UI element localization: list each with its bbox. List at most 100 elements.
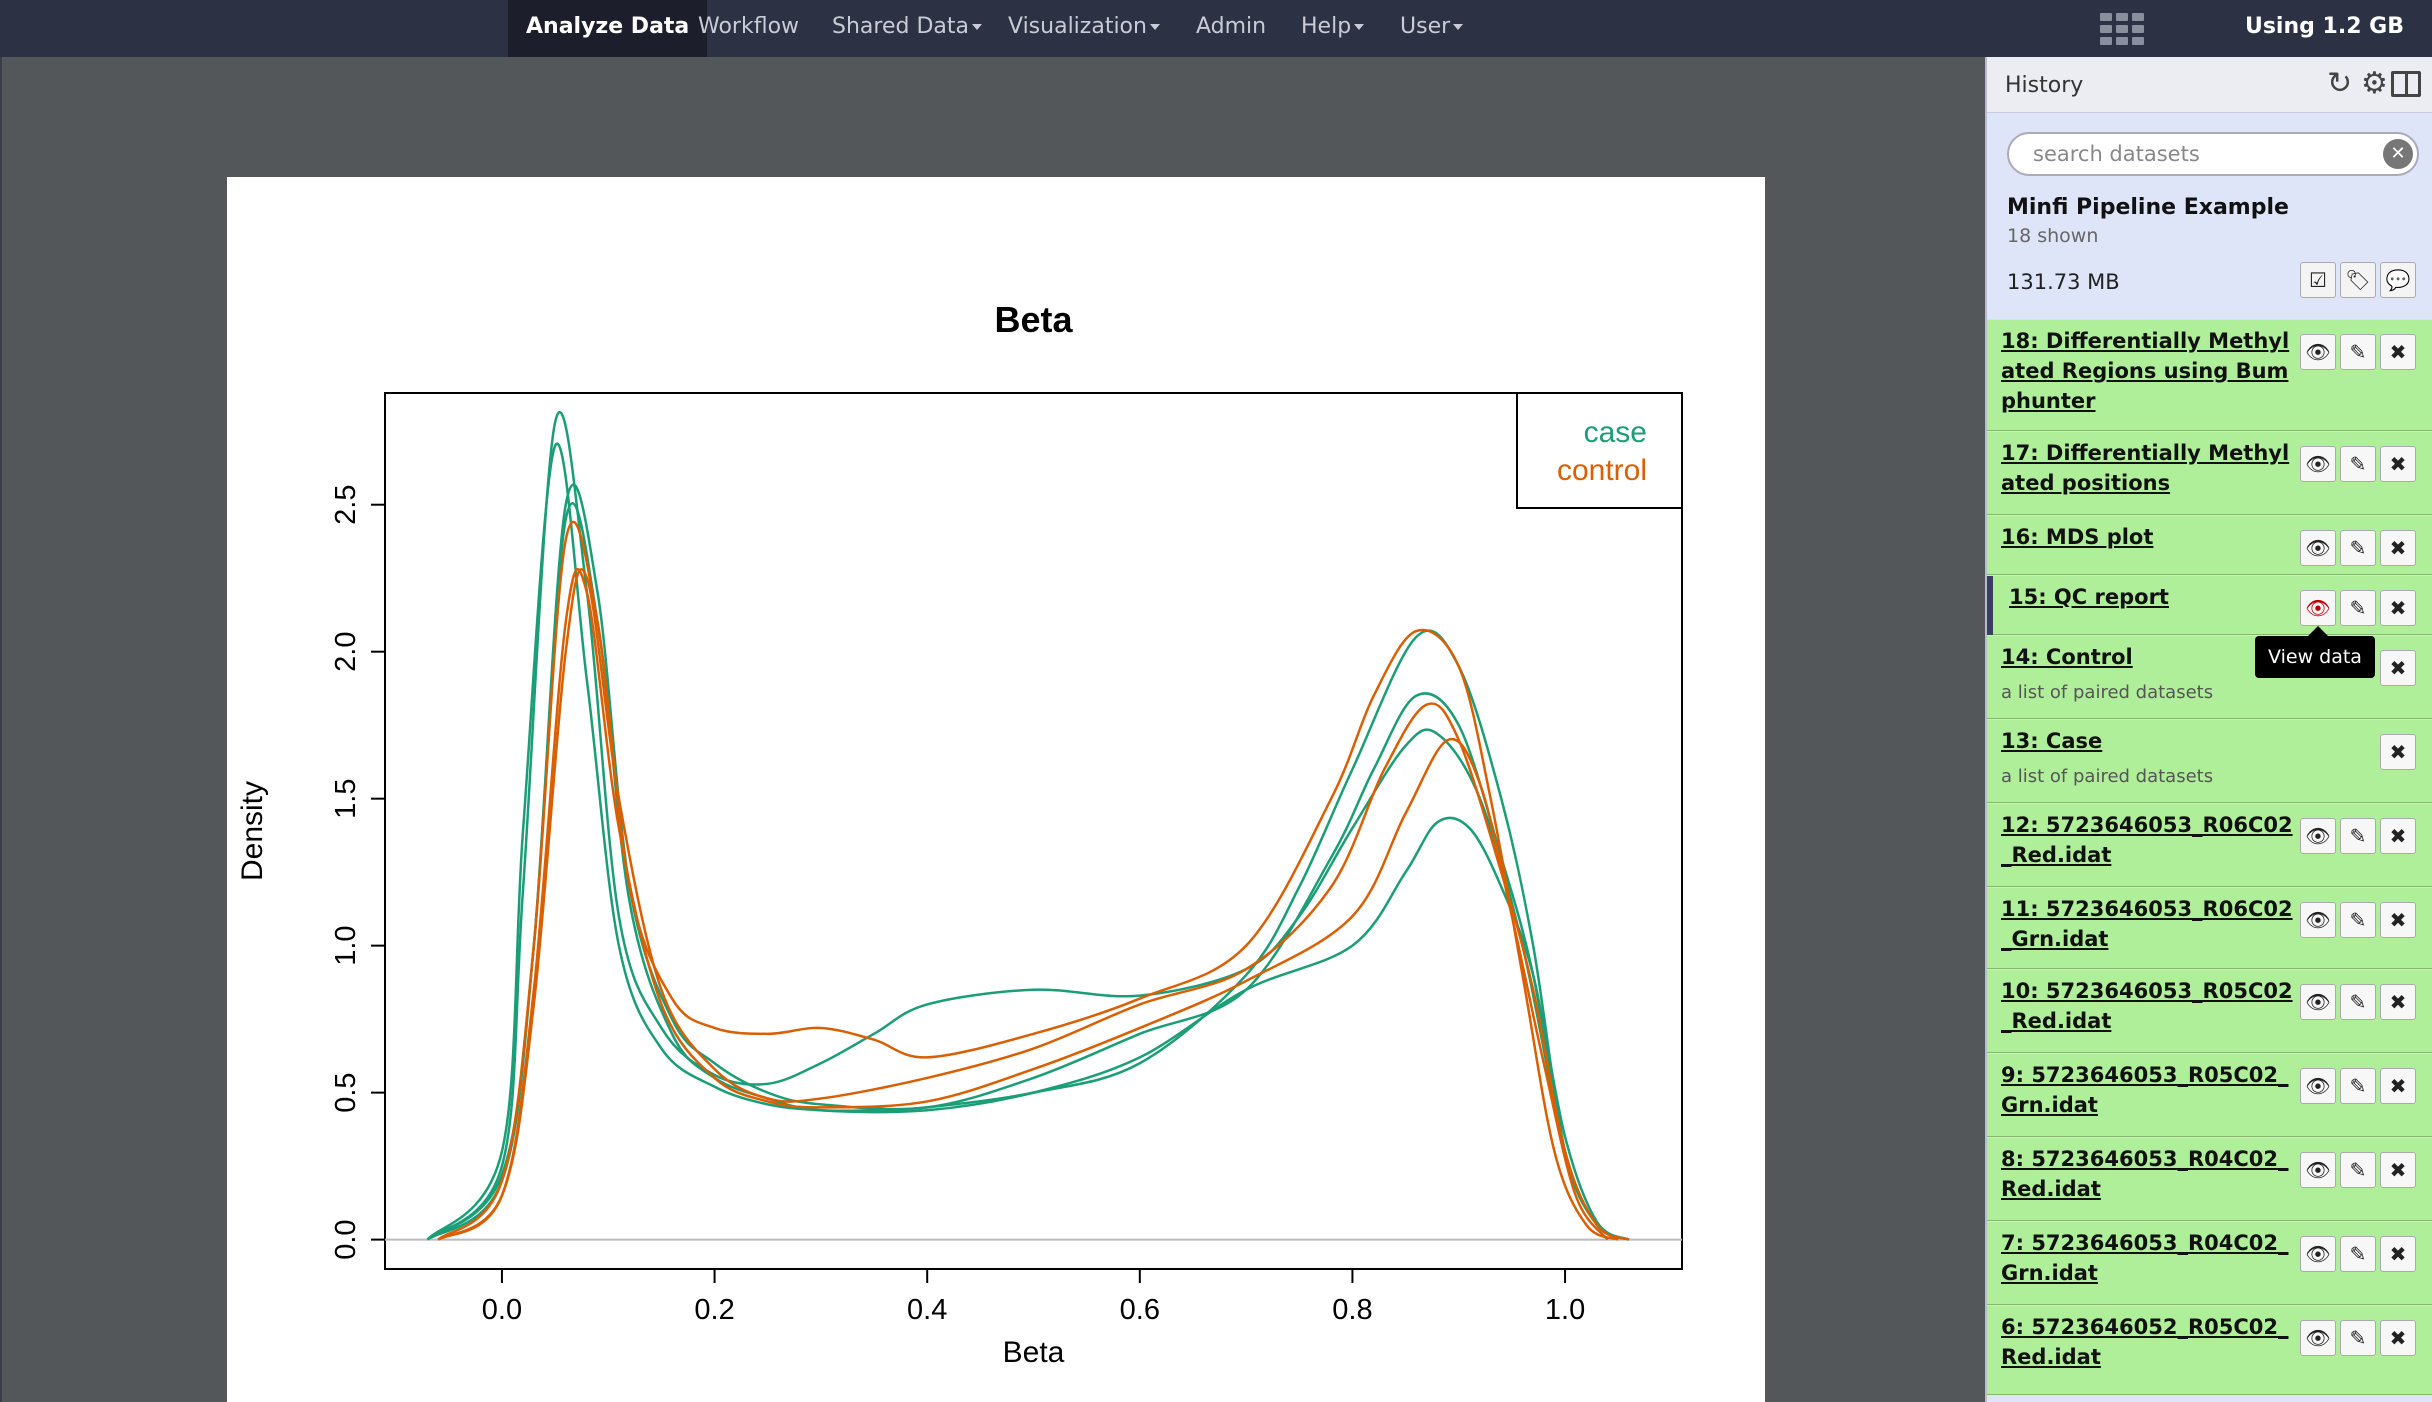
y-tick-label: 0.5 <box>330 1072 362 1112</box>
dataset-item[interactable]: 10: 5723646053_R05C02_Red.idat 👁 ✎ ✖ <box>1987 969 2432 1053</box>
columns-icon[interactable] <box>2391 71 2421 97</box>
nav-shared-data[interactable]: Shared Data <box>814 0 1000 57</box>
quota-meter[interactable]: Using 1.2 GB <box>2244 14 2404 39</box>
eye-icon[interactable]: 👁 <box>2300 1320 2336 1356</box>
gear-icon[interactable]: ⚙ <box>2361 66 2388 101</box>
dataset-subtitle: a list of paired datasets <box>2001 682 2214 703</box>
y-tick-label: 2.0 <box>330 632 362 672</box>
dataset-title[interactable]: 12: 5723646053_R06C02_Red.idat <box>2001 813 2293 867</box>
pencil-icon[interactable]: ✎ <box>2340 902 2376 938</box>
pencil-icon[interactable]: ✎ <box>2340 530 2376 566</box>
dataset-item[interactable]: 7: 5723646053_R04C02_Grn.idat 👁 ✎ ✖ <box>1987 1221 2432 1305</box>
pencil-icon[interactable]: ✎ <box>2340 446 2376 482</box>
dataset-item[interactable]: 15: QC report 👁 ✎ ✖ <box>1987 575 2432 636</box>
pencil-icon[interactable]: ✎ <box>2340 1320 2376 1356</box>
dataset-item[interactable]: 13: Case a list of paired datasets ✖ <box>1987 719 2432 803</box>
delete-icon[interactable]: ✖ <box>2380 1068 2416 1104</box>
x-tick-label: 1.0 <box>1545 1294 1585 1326</box>
nav-label: Shared Data <box>832 14 969 39</box>
eye-icon[interactable]: 👁 <box>2300 1152 2336 1188</box>
eye-icon[interactable]: 👁 <box>2300 984 2336 1020</box>
nav-label: Admin <box>1196 14 1267 39</box>
dataset-title[interactable]: 18: Differentially Methylated Regions us… <box>2001 329 2290 413</box>
history-name[interactable]: Minfi Pipeline Example <box>2007 195 2289 220</box>
pencil-icon[interactable]: ✎ <box>2340 590 2376 626</box>
nav-user[interactable]: User <box>1382 0 1481 57</box>
chart-title: Beta <box>994 299 1073 340</box>
nav-label: Help <box>1301 14 1352 39</box>
view-data-tooltip: View data <box>2255 636 2375 678</box>
check-square-icon[interactable]: ☑ <box>2300 262 2336 298</box>
y-tick-label: 1.0 <box>330 925 362 965</box>
legend-entry-case: case <box>1584 416 1647 449</box>
pencil-icon[interactable]: ✎ <box>2340 984 2376 1020</box>
eye-icon[interactable]: 👁 <box>2300 334 2336 370</box>
eye-icon[interactable]: 👁 <box>2300 1236 2336 1272</box>
dataset-item[interactable]: 6: 5723646052_R05C02_Red.idat 👁 ✎ ✖ <box>1987 1305 2432 1395</box>
delete-icon[interactable]: ✖ <box>2380 984 2416 1020</box>
delete-icon[interactable]: ✖ <box>2380 734 2416 770</box>
delete-icon[interactable]: ✖ <box>2380 818 2416 854</box>
eye-icon[interactable]: 👁 <box>2300 1068 2336 1104</box>
dataset-title[interactable]: 13: Case <box>2001 729 2103 753</box>
dataset-title[interactable]: 17: Differentially Methylated positions <box>2001 441 2290 495</box>
pencil-icon[interactable]: ✎ <box>2340 818 2376 854</box>
nav-workflow[interactable]: Workflow <box>680 0 817 57</box>
dataset-item[interactable]: 16: MDS plot 👁 ✎ ✖ <box>1987 515 2432 575</box>
plot-box <box>384 392 1683 1270</box>
delete-icon[interactable]: ✖ <box>2380 1236 2416 1272</box>
delete-icon[interactable]: ✖ <box>2380 334 2416 370</box>
dataset-title[interactable]: 15: QC report <box>2009 585 2169 609</box>
search-input[interactable] <box>2007 132 2419 176</box>
nav-analyze-data[interactable]: Analyze Data <box>508 0 708 57</box>
dataset-title[interactable]: 11: 5723646053_R06C02_Grn.idat <box>2001 897 2293 951</box>
dataset-item[interactable]: 12: 5723646053_R06C02_Red.idat 👁 ✎ ✖ <box>1987 803 2432 887</box>
pencil-icon[interactable]: ✎ <box>2340 334 2376 370</box>
eye-icon[interactable]: 👁 <box>2300 902 2336 938</box>
dataset-title[interactable]: 6: 5723646052_R05C02_Red.idat <box>2001 1315 2289 1369</box>
pencil-icon[interactable]: ✎ <box>2340 1068 2376 1104</box>
eye-icon[interactable]: 👁 <box>2300 590 2336 626</box>
x-tick-label: 0.4 <box>907 1294 947 1326</box>
nav-label: Analyze Data <box>526 14 690 39</box>
density-line-control-5 <box>437 520 1619 1241</box>
dataset-title[interactable]: 16: MDS plot <box>2001 525 2154 549</box>
dataset-title[interactable]: 8: 5723646053_R04C02_Red.idat <box>2001 1147 2289 1201</box>
nav-label: Workflow <box>698 14 800 39</box>
dataset-item[interactable]: 8: 5723646053_R04C02_Red.idat 👁 ✎ ✖ <box>1987 1137 2432 1221</box>
delete-icon[interactable]: ✖ <box>2380 650 2416 686</box>
clear-search-icon[interactable]: ✕ <box>2383 139 2413 169</box>
dataset-item[interactable]: 17: Differentially Methylated positions 👁… <box>1987 431 2432 515</box>
delete-icon[interactable]: ✖ <box>2380 902 2416 938</box>
dataset-title[interactable]: 9: 5723646053_R05C02_Grn.idat <box>2001 1063 2289 1117</box>
dataset-title[interactable]: 7: 5723646053_R04C02_Grn.idat <box>2001 1231 2289 1285</box>
delete-icon[interactable]: ✖ <box>2380 446 2416 482</box>
x-tick-label: 0.2 <box>694 1294 734 1326</box>
dataset-item[interactable]: 9: 5723646053_R05C02_Grn.idat 👁 ✎ ✖ <box>1987 1053 2432 1137</box>
pencil-icon[interactable]: ✎ <box>2340 1152 2376 1188</box>
eye-icon[interactable]: 👁 <box>2300 530 2336 566</box>
pencil-icon[interactable]: ✎ <box>2340 1236 2376 1272</box>
caret-down-icon <box>1354 24 1365 30</box>
eye-icon[interactable]: 👁 <box>2300 446 2336 482</box>
delete-icon[interactable]: ✖ <box>2380 1320 2416 1356</box>
dataset-item[interactable]: 11: 5723646053_R06C02_Grn.idat 👁 ✎ ✖ <box>1987 887 2432 969</box>
masthead: Analyze Data Workflow Shared Data Visualiza… <box>0 0 2432 57</box>
eye-icon[interactable]: 👁 <box>2300 818 2336 854</box>
delete-icon[interactable]: ✖ <box>2380 530 2416 566</box>
y-tick-label: 0.0 <box>330 1219 362 1259</box>
delete-icon[interactable]: ✖ <box>2380 590 2416 626</box>
nav-visualization[interactable]: Visualization <box>990 0 1178 57</box>
dataset-item[interactable]: 18: Differentially Methylated Regions us… <box>1987 319 2432 431</box>
nav-admin[interactable]: Admin <box>1178 0 1284 57</box>
grid-icon[interactable] <box>2100 13 2144 45</box>
dataset-title[interactable]: 14: Control <box>2001 645 2133 669</box>
refresh-icon[interactable]: ↻ <box>2327 66 2353 101</box>
tags-icon[interactable]: 🏷 <box>2340 262 2376 298</box>
dataset-title[interactable]: 10: 5723646053_R05C02_Red.idat <box>2001 979 2293 1033</box>
legend-entry-control: control <box>1557 454 1647 487</box>
comment-icon[interactable]: 💬 <box>2380 262 2416 298</box>
nav-help[interactable]: Help <box>1283 0 1382 57</box>
delete-icon[interactable]: ✖ <box>2380 1152 2416 1188</box>
legend-box <box>1516 392 1683 509</box>
